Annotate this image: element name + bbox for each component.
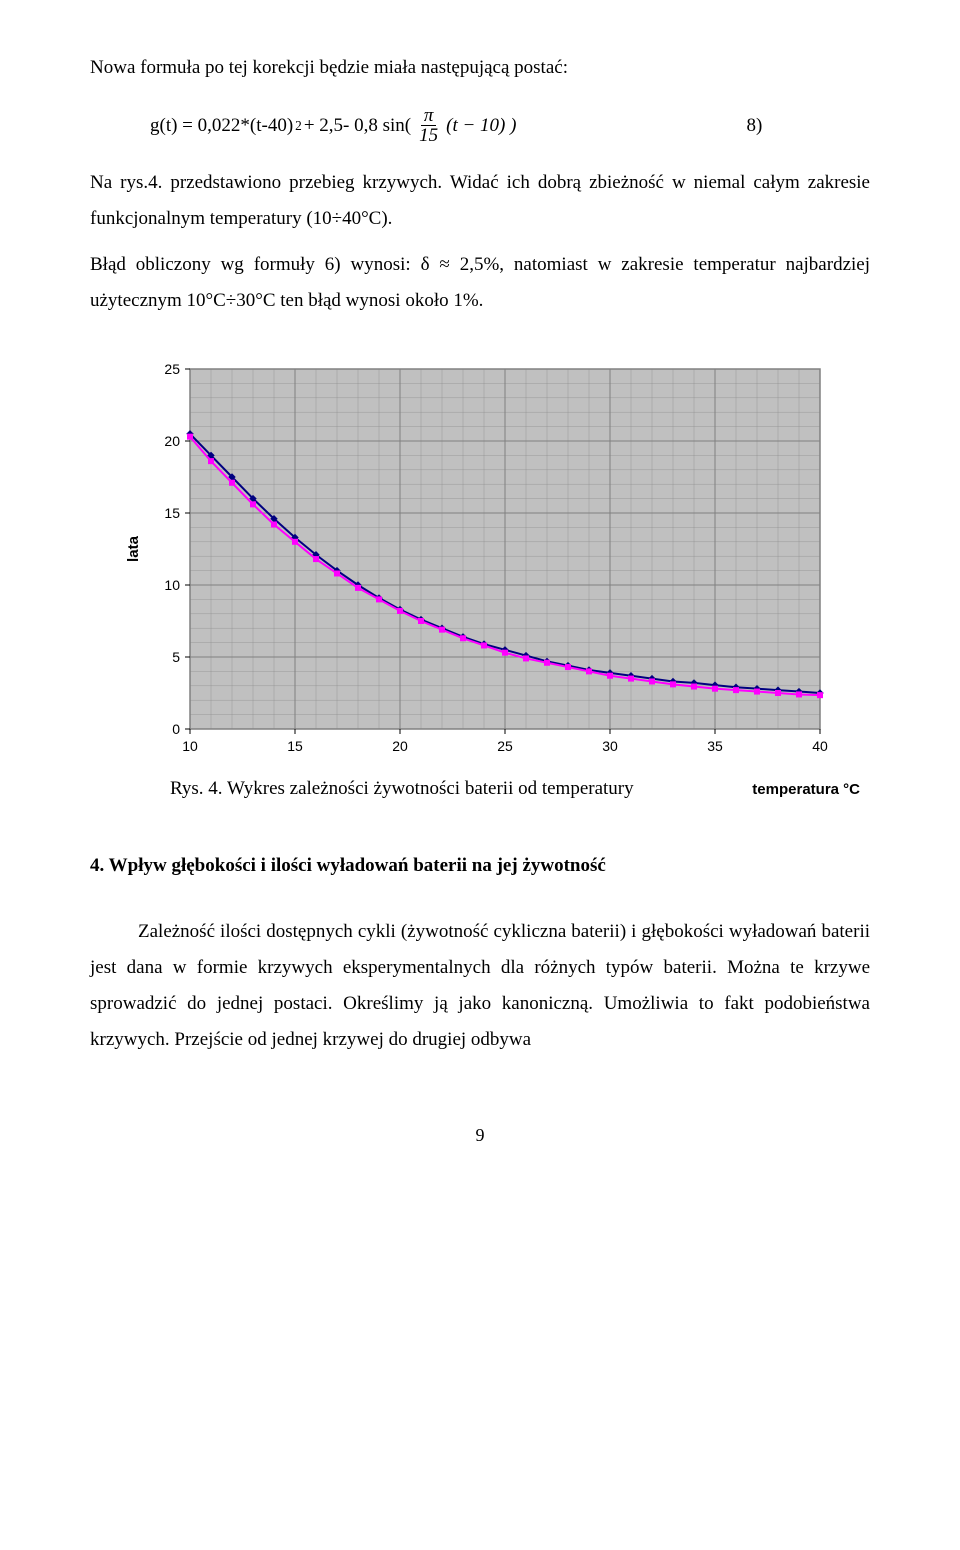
figure-caption: Rys. 4. Wykres zależności żywotności bat… [170, 771, 634, 807]
chart-container: 0 5 10 15 20 25 10 15 20 25 30 35 40 lata [120, 349, 840, 769]
formula-lhs: g(t) = 0,022*(t-40) [150, 108, 293, 144]
svg-text:10: 10 [164, 577, 180, 593]
page-number: 9 [90, 1118, 870, 1152]
x-axis-label: temperatura °C [752, 776, 860, 805]
svg-text:15: 15 [287, 738, 303, 754]
formula-mid: + 2,5- 0,8 sin( [304, 108, 411, 144]
svg-text:30: 30 [602, 738, 618, 754]
frac-num: π [421, 106, 437, 126]
formula-exp: 2 [295, 113, 302, 138]
svg-text:lata: lata [125, 536, 142, 563]
svg-text:25: 25 [497, 738, 513, 754]
paragraph-2a: Na rys.4. przedstawiono przebieg krzywyc… [90, 165, 870, 237]
svg-text:0: 0 [172, 721, 180, 737]
formula-rhs: (t − 10) ) [446, 108, 516, 144]
formula-row: g(t) = 0,022*(t-40)2 + 2,5- 0,8 sin( π 1… [150, 106, 870, 145]
formula-fraction: π 15 [416, 106, 441, 145]
svg-text:15: 15 [164, 505, 180, 521]
paragraph-2b: Błąd obliczony wg formuły 6) wynosi: δ ≈… [90, 247, 870, 319]
section-heading: 4. Wpływ głębokości i ilości wyładowań b… [90, 848, 870, 884]
svg-text:20: 20 [392, 738, 408, 754]
svg-text:20: 20 [164, 433, 180, 449]
equation-number: 8) [746, 108, 762, 144]
svg-text:40: 40 [812, 738, 828, 754]
formula: g(t) = 0,022*(t-40)2 + 2,5- 0,8 sin( π 1… [150, 106, 516, 145]
frac-den: 15 [416, 126, 441, 145]
svg-text:35: 35 [707, 738, 723, 754]
svg-text:5: 5 [172, 649, 180, 665]
chart-svg: 0 5 10 15 20 25 10 15 20 25 30 35 40 lata [120, 349, 840, 769]
svg-text:25: 25 [164, 361, 180, 377]
caption-row: Rys. 4. Wykres zależności żywotności bat… [90, 771, 870, 807]
paragraph-3: Zależność ilości dostępnych cykli (żywot… [90, 914, 870, 1058]
paragraph-intro: Nowa formuła po tej korekcji będzie miał… [90, 50, 870, 86]
svg-text:10: 10 [182, 738, 198, 754]
